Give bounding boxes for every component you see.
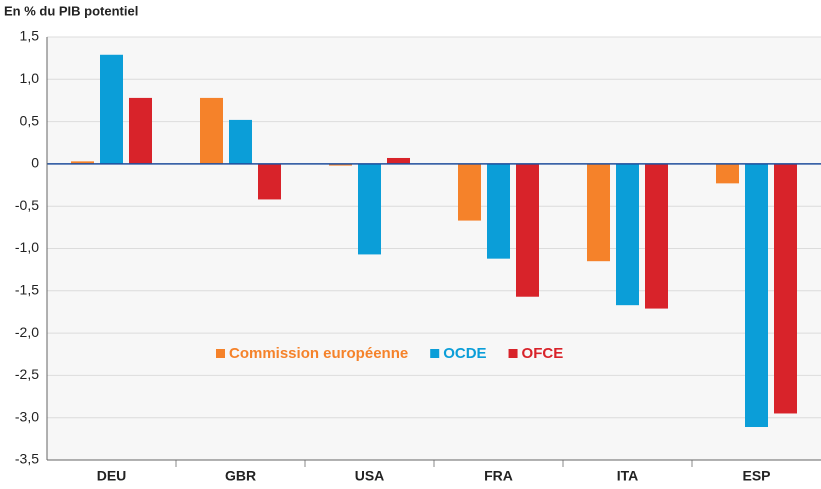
bar (616, 163, 639, 306)
bar (129, 97, 152, 164)
y-tick-label: 0 (31, 155, 39, 171)
x-tick-label: USA (355, 468, 385, 484)
x-tick-label: DEU (97, 468, 127, 484)
x-tick-label: FRA (484, 468, 513, 484)
x-tick-label: GBR (225, 468, 256, 484)
legend-swatch (430, 349, 440, 358)
bar (100, 54, 123, 164)
legend-label: OFCE (522, 345, 564, 362)
bar (745, 163, 768, 428)
bar (516, 163, 539, 297)
x-tick-label: ESP (742, 468, 770, 484)
bar (71, 161, 94, 164)
bar (458, 163, 481, 221)
bar (716, 163, 739, 184)
y-tick-label: -3,0 (15, 408, 39, 424)
bar (329, 163, 352, 166)
x-tick-label: ITA (617, 468, 639, 484)
legend-label: Commission européenne (229, 345, 408, 362)
bar (258, 163, 281, 200)
bar (387, 157, 410, 164)
y-tick-label: -3,5 (15, 451, 39, 467)
legend-swatch (216, 349, 225, 358)
y-tick-label: -2,0 (15, 324, 39, 340)
y-tick-label: -2,5 (15, 366, 39, 382)
bar (645, 163, 668, 309)
bar (200, 97, 223, 164)
y-tick-label: -0,5 (15, 197, 39, 213)
bar (229, 119, 252, 164)
legend: Commission européenne OCDE OFCE (216, 345, 563, 362)
legend-label: OCDE (443, 345, 486, 362)
y-tick-label: 1,0 (20, 70, 40, 86)
bar (487, 163, 510, 259)
bar (587, 163, 610, 262)
legend-swatch (508, 349, 518, 358)
bar (774, 163, 797, 414)
y-tick-label: -1,0 (15, 239, 39, 255)
y-tick-label: 0,5 (20, 112, 40, 128)
y-tick-label: -1,5 (15, 282, 39, 298)
bar (358, 163, 381, 255)
y-tick-label: 1,5 (20, 28, 40, 44)
chart-title: En % du PIB potentiel (4, 3, 138, 18)
